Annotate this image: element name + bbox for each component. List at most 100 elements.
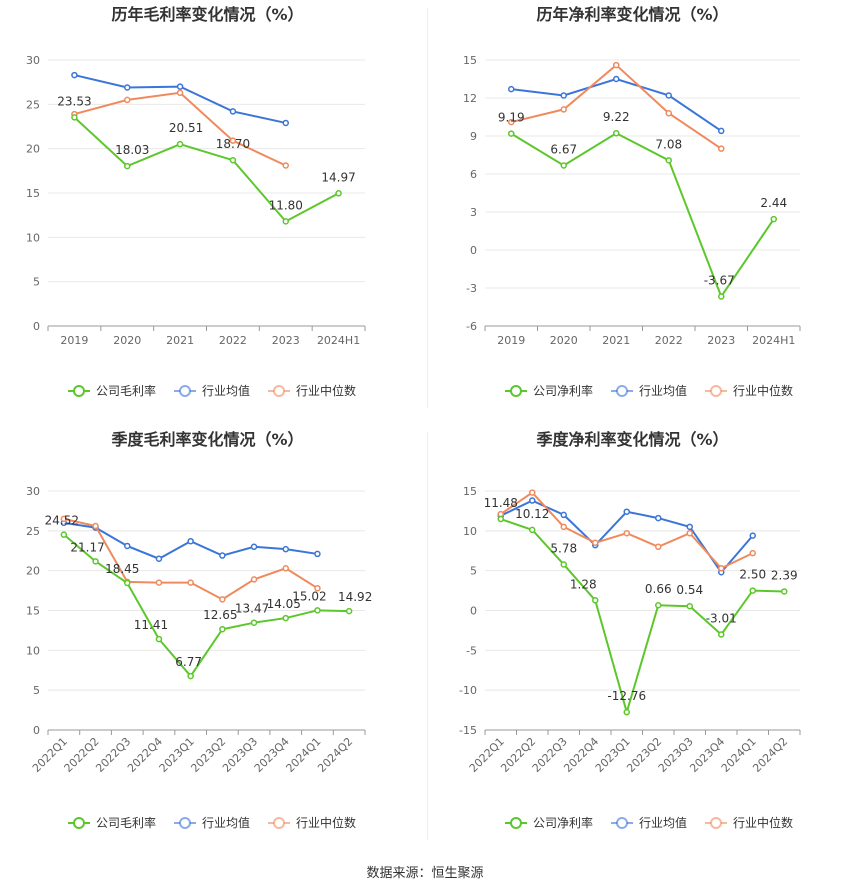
data-point-median bbox=[60, 515, 68, 523]
data-label: 12.65 bbox=[203, 608, 237, 622]
data-label: 7.08 bbox=[655, 137, 682, 151]
data-point-median bbox=[686, 529, 693, 537]
y-tick-label: -10 bbox=[459, 684, 477, 697]
y-tick-label: 15 bbox=[26, 605, 40, 618]
data-point-avg bbox=[529, 497, 536, 504]
data-point-company bbox=[335, 190, 342, 197]
data-point-company bbox=[560, 561, 567, 568]
legend-label: 行业中位数 bbox=[733, 815, 793, 830]
y-tick-label: 30 bbox=[26, 54, 40, 67]
y-tick-label: 30 bbox=[26, 485, 40, 498]
legend-label: 行业均值 bbox=[639, 815, 687, 830]
data-point-median bbox=[529, 489, 536, 496]
data-point-median bbox=[592, 539, 599, 547]
legend-label: 行业均值 bbox=[639, 383, 687, 398]
data-point-company bbox=[560, 162, 567, 169]
x-tick-label: 2019 bbox=[60, 334, 88, 347]
data-label: 2.44 bbox=[760, 196, 787, 210]
series-line-company bbox=[63, 533, 350, 678]
data-point-company bbox=[92, 558, 99, 565]
x-tick-label: 2024Q2 bbox=[315, 735, 355, 775]
y-tick-label: 6 bbox=[470, 168, 477, 181]
data-point-company bbox=[508, 130, 515, 137]
data-point-median bbox=[92, 522, 99, 530]
data-label: 15.02 bbox=[292, 589, 326, 603]
data-point-company bbox=[718, 293, 725, 300]
legend-marker-dot bbox=[510, 385, 522, 397]
data-point-median bbox=[282, 162, 289, 169]
data-point-avg bbox=[71, 71, 78, 79]
data-point-company bbox=[665, 157, 672, 164]
legend-label: 行业中位数 bbox=[296, 815, 356, 830]
legend-label: 行业中位数 bbox=[733, 383, 793, 398]
data-point-company bbox=[592, 597, 599, 604]
x-tick-label: 2024Q2 bbox=[750, 735, 790, 775]
data-point-median bbox=[314, 584, 321, 592]
y-tick-label: -6 bbox=[466, 320, 477, 333]
data-point-median bbox=[613, 61, 620, 69]
data-point-company bbox=[176, 140, 184, 148]
legend-marker-dot bbox=[616, 385, 628, 397]
data-point-company bbox=[250, 619, 258, 626]
data-label: 18.70 bbox=[216, 137, 250, 151]
data-label: -3.67 bbox=[704, 273, 735, 287]
x-tick-label: 2023 bbox=[272, 334, 300, 347]
legend-label: 行业中位数 bbox=[296, 383, 356, 398]
data-label: 0.66 bbox=[645, 582, 672, 596]
data-point-avg bbox=[749, 532, 756, 539]
chart-title: 季度净利率变化情况（%） bbox=[535, 430, 728, 449]
y-tick-label: 10 bbox=[26, 644, 40, 657]
data-label: 14.97 bbox=[321, 170, 355, 184]
x-tick-label: 2024H1 bbox=[317, 334, 360, 347]
data-point-avg bbox=[155, 555, 163, 562]
data-point-median bbox=[508, 118, 515, 126]
legend-marker-dot bbox=[510, 817, 522, 829]
data-label: 1.28 bbox=[570, 577, 597, 591]
chart-title: 历年毛利率变化情况（%） bbox=[111, 5, 303, 24]
data-point-median bbox=[655, 543, 662, 551]
legend-label: 行业均值 bbox=[202, 383, 250, 398]
data-point-company bbox=[187, 672, 194, 680]
data-point-avg bbox=[686, 523, 693, 531]
data-source: 数据来源：恒生聚源 bbox=[366, 866, 484, 881]
data-point-median bbox=[560, 523, 567, 531]
data-point-median bbox=[229, 137, 237, 144]
legend-label: 公司毛利率 bbox=[96, 815, 156, 830]
annual-gross-margin-chart: 历年毛利率变化情况（%） 0 5 10 15 20 25 30 2019 2020 2021 2022… bbox=[26, 5, 366, 398]
data-point-avg bbox=[229, 108, 237, 115]
data-point-avg bbox=[613, 75, 620, 83]
data-point-median bbox=[250, 576, 258, 583]
y-tick-label: 0 bbox=[33, 724, 40, 737]
data-point-company bbox=[686, 602, 693, 610]
data-point-median bbox=[623, 529, 630, 537]
data-label: 11.80 bbox=[269, 198, 303, 212]
y-tick-label: 0 bbox=[470, 605, 477, 618]
data-point-avg bbox=[560, 511, 567, 519]
x-tick-label: 2020 bbox=[113, 334, 141, 347]
data-point-avg bbox=[560, 92, 567, 99]
y-tick-label: 20 bbox=[26, 565, 40, 578]
data-label: 2.50 bbox=[739, 568, 766, 582]
y-tick-label: 5 bbox=[33, 276, 40, 289]
x-tick-label: 2021 bbox=[602, 334, 630, 347]
y-tick-label: 3 bbox=[470, 206, 477, 219]
data-label: 13.47 bbox=[235, 602, 269, 616]
quarterly-net-margin-chart: 季度净利率变化情况（%）-15-10-50510152022Q12022Q220… bbox=[459, 430, 801, 830]
legend-marker-dot bbox=[616, 817, 628, 829]
y-tick-label: 5 bbox=[33, 684, 40, 697]
data-point-avg bbox=[508, 85, 515, 93]
data-point-company bbox=[770, 215, 777, 223]
data-point-avg bbox=[124, 84, 131, 91]
data-label: 10.12 bbox=[515, 507, 549, 521]
data-label: 11.48 bbox=[484, 496, 518, 510]
data-point-median bbox=[718, 565, 725, 572]
data-point-avg bbox=[124, 542, 131, 550]
data-label: 6.67 bbox=[550, 143, 577, 157]
data-point-avg bbox=[718, 127, 725, 135]
data-point-company bbox=[345, 607, 353, 615]
legend-label: 公司毛利率 bbox=[96, 383, 156, 398]
data-label: 11.41 bbox=[134, 618, 168, 632]
y-tick-label: 9 bbox=[470, 130, 477, 143]
y-tick-label: -15 bbox=[459, 724, 477, 737]
